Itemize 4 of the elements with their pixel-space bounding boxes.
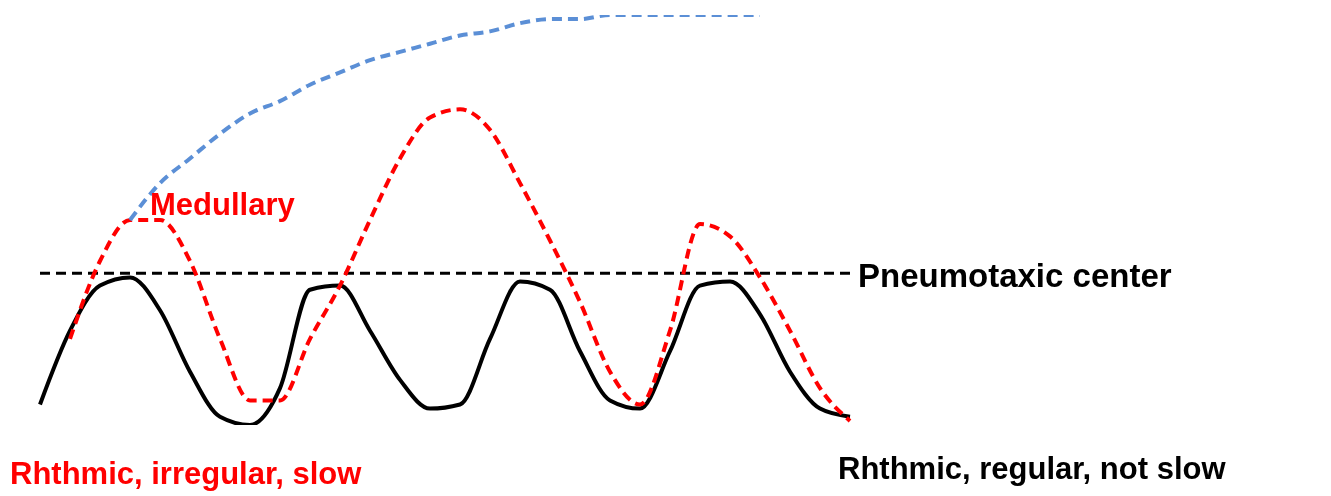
series-label: Medullary [150, 187, 296, 222]
ref-line-label: Pneumotaxic center [858, 257, 1172, 295]
text: Rhthmic, irregular, slow [10, 456, 362, 492]
text: Rhthmic, regular, not slow [838, 451, 1226, 487]
